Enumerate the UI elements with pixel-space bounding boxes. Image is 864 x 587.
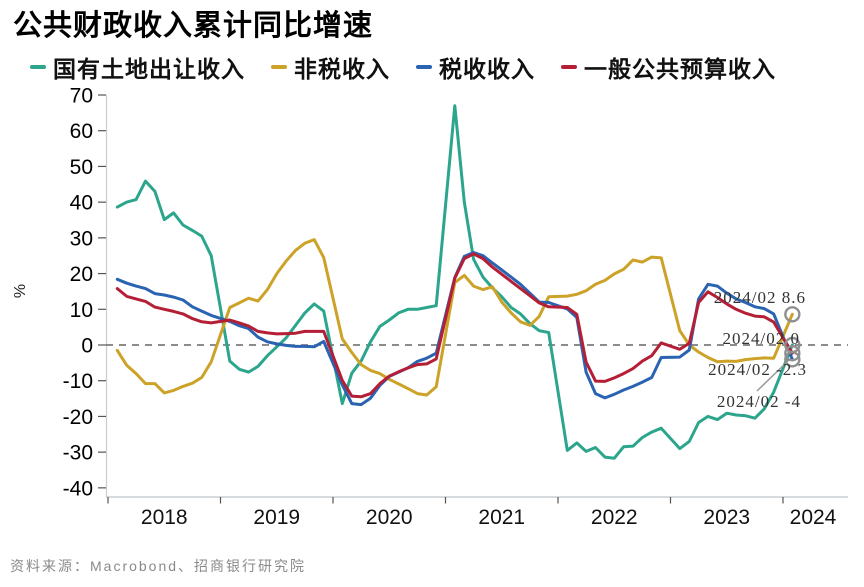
legend-label-tax: 税收收入 — [439, 57, 535, 82]
legend-swatch-land-icon — [30, 65, 46, 69]
chart-title: 公共财政收入累计同比增速 — [13, 10, 374, 42]
end-label-tax: 2024/02 -4 — [716, 392, 801, 411]
x-tick-label: 2020 — [366, 506, 413, 529]
legend-swatch-budget-icon — [561, 65, 577, 69]
y-tick-label: -30 — [63, 442, 93, 465]
y-tick-label: -20 — [63, 406, 93, 429]
y-tick-label: 60 — [70, 120, 93, 143]
end-label-budget: 2024/02 -2.3 — [708, 360, 807, 379]
legend-item-nontax: 非税收入 — [271, 50, 390, 84]
end-marker-circle — [784, 345, 801, 362]
end-marker-circle — [784, 306, 801, 323]
y-tick-label: 20 — [70, 263, 93, 286]
x-tick-label: 2024 — [790, 506, 837, 529]
source-note: 资料来源：Macrobond、招商银行研究院 — [10, 558, 307, 574]
leader-line — [756, 359, 790, 392]
x-tick-label: 2023 — [703, 506, 750, 529]
y-tick-label: 0 — [81, 335, 93, 358]
x-tick-label: 2019 — [253, 506, 300, 529]
legend: 国有土地出让收入 非税收入 税收收入 一般公共预算收入 — [30, 50, 776, 84]
end-marker-circle — [784, 351, 801, 368]
x-tick-label: 2021 — [478, 506, 525, 529]
legend-label-land: 国有土地出让收入 — [53, 57, 245, 82]
series-line-budget — [115, 252, 794, 399]
legend-item-budget: 一般公共预算收入 — [561, 50, 776, 84]
y-tick-label: 30 — [70, 227, 93, 250]
end-label-nontax: 2024/02 8.6 — [713, 288, 806, 307]
y-tick-label: -40 — [63, 477, 93, 500]
legend-label-nontax: 非税收入 — [294, 57, 390, 82]
x-tick-label: 2022 — [591, 506, 638, 529]
legend-item-tax: 税收收入 — [416, 50, 535, 84]
y-tick-label: -10 — [63, 370, 93, 393]
x-tick-label: 2018 — [141, 506, 188, 529]
legend-label-budget: 一般公共预算收入 — [584, 57, 776, 82]
legend-swatch-tax-icon — [416, 65, 432, 69]
series-line-land — [115, 104, 794, 460]
y-tick-label: 40 — [70, 192, 93, 215]
end-label-land: 2024/02 0 — [722, 329, 800, 348]
legend-item-land: 国有土地出让收入 — [30, 50, 245, 84]
y-tick-label: 70 — [70, 85, 93, 108]
y-tick-label: 10 — [70, 299, 93, 322]
legend-swatch-nontax-icon — [271, 65, 287, 69]
y-tick-label: 50 — [70, 156, 93, 179]
